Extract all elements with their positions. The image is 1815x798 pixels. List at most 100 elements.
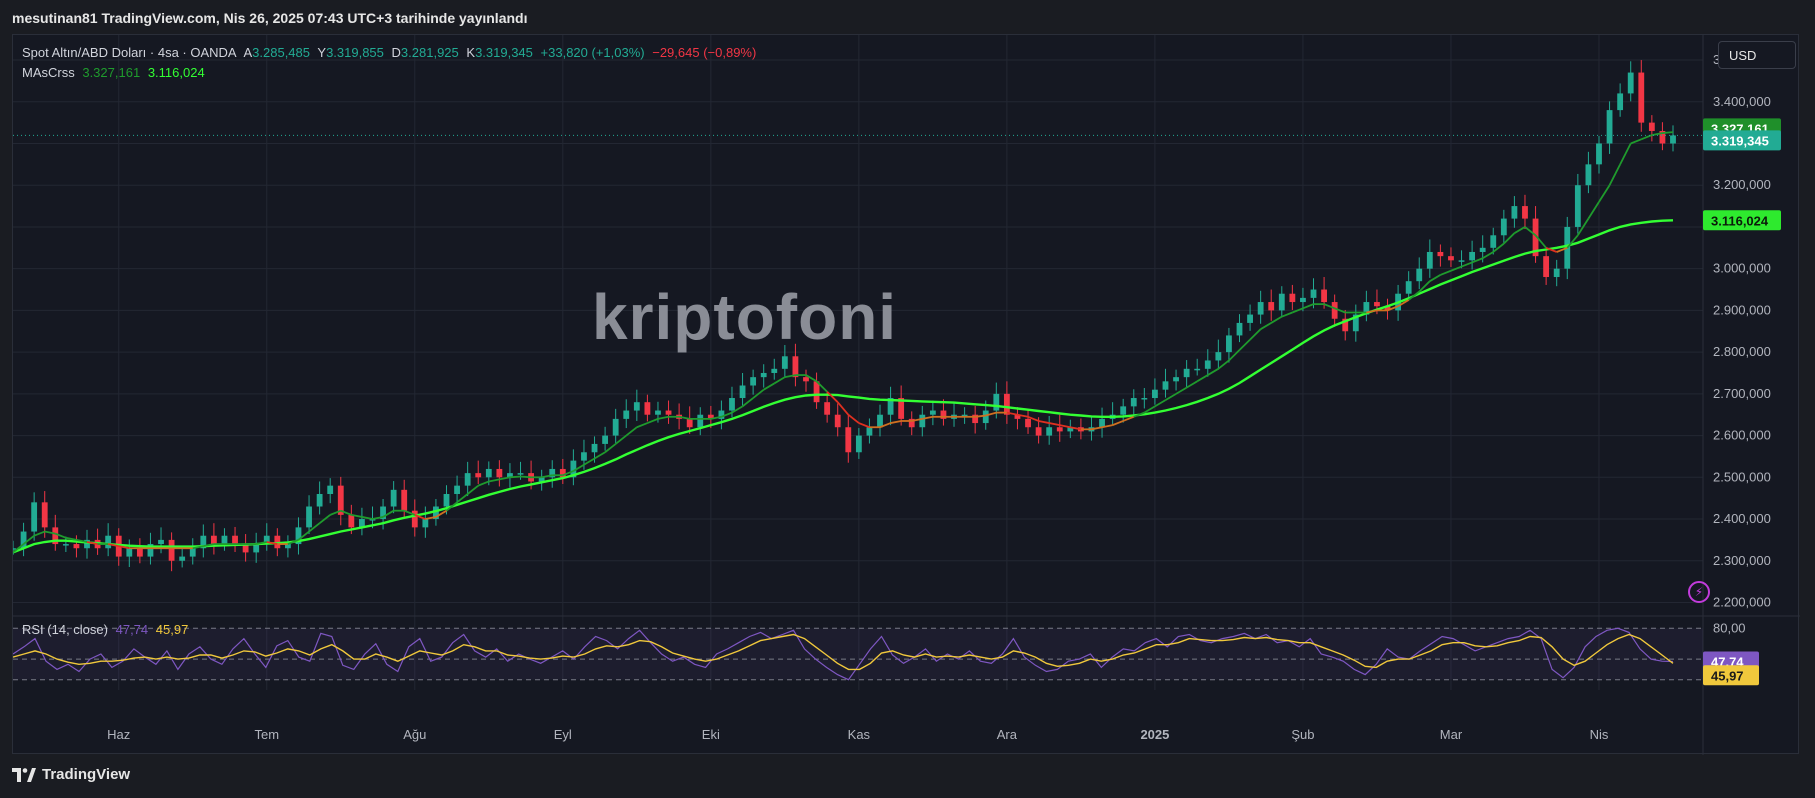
- symbol-name[interactable]: Spot Altın/ABD Doları · 4sa · OANDA: [22, 45, 237, 60]
- change-negative: −29,645 (−0,89%): [652, 45, 757, 60]
- chart-frame[interactable]: 2.200,000 2.300,000 2.400,000 2.500,000 2.60…: [12, 34, 1800, 755]
- rsi-upper-label: 80,00: [1713, 620, 1746, 635]
- candle-body: [380, 506, 386, 520]
- candle-body: [52, 527, 59, 545]
- ma-fast-segment: [1049, 422, 1060, 427]
- ma-fast-segment: [414, 514, 426, 520]
- ma-fast-segment: [1165, 393, 1177, 401]
- candle-body: [1152, 389, 1158, 399]
- ma-fast-segment: [721, 411, 733, 418]
- ma-fast-segment: [1556, 246, 1568, 253]
- candle-body: [855, 435, 862, 453]
- x-tick-label: Mar: [1440, 727, 1463, 742]
- ma-fast-segment: [1619, 143, 1632, 165]
- candle-body: [454, 485, 460, 494]
- close-price-tag-bg: [1703, 130, 1781, 151]
- candle-body: [549, 468, 556, 478]
- candle-body: [866, 427, 873, 436]
- candle-body: [348, 514, 355, 528]
- ma-fast-segment: [351, 513, 363, 518]
- candle-body: [62, 544, 69, 546]
- candle-body: [84, 539, 90, 549]
- candle-body: [263, 535, 270, 545]
- ma-fast-segment: [1143, 405, 1156, 414]
- candle-body: [824, 402, 831, 415]
- candle-body: [1522, 206, 1528, 219]
- publication-info: mesutinan81 TradingView.com, Nis 26, 202…: [12, 10, 528, 26]
- candle-body: [1003, 393, 1010, 415]
- footer-logo[interactable]: TradingView: [12, 766, 130, 783]
- ma-fast-segment: [1408, 290, 1420, 301]
- candle-body: [707, 414, 714, 419]
- ma-fast-segment: [1640, 134, 1653, 141]
- ma-fast-segment: [256, 541, 267, 545]
- ma-fast-segment: [319, 514, 331, 524]
- candle-body: [1215, 352, 1222, 361]
- candle-body: [591, 443, 598, 453]
- ma-fast-segment: [1662, 131, 1674, 134]
- ma-fast-segment: [1450, 265, 1462, 272]
- rsi-ma-tag: 45,97: [1711, 668, 1744, 683]
- ma-fast-segment: [583, 457, 595, 466]
- y-tick-label: 2.900,000: [1713, 302, 1771, 317]
- close-price-tag: 3.319,345: [1711, 133, 1769, 148]
- candle-body: [1278, 293, 1285, 311]
- indicator-name[interactable]: MAsCrss: [22, 65, 75, 80]
- candle-body: [41, 502, 48, 528]
- candle-body: [1479, 247, 1486, 252]
- ma-fast-segment: [1334, 307, 1346, 314]
- ma-fast-segment: [594, 451, 606, 460]
- candle-body: [538, 477, 545, 482]
- candle-body: [1374, 302, 1380, 307]
- ma-fast-segment: [425, 516, 437, 520]
- ma-fast-segment: [1492, 242, 1505, 253]
- ma-fast-segment: [203, 543, 215, 548]
- ma-fast-segment: [541, 474, 553, 479]
- x-tick-label: 2025: [1140, 727, 1169, 742]
- currency-button[interactable]: USD: [1718, 41, 1796, 69]
- high-label: Y: [317, 45, 327, 60]
- rsi-name[interactable]: RSI (14, close): [22, 622, 108, 637]
- ma-fast-segment: [1302, 303, 1314, 310]
- ma-fast-segment: [1440, 269, 1452, 276]
- candle-body: [1056, 427, 1063, 432]
- candle-body: [1532, 218, 1539, 257]
- candle-body: [1659, 130, 1666, 144]
- candle-body: [1035, 427, 1042, 436]
- y-tick-label: 2.300,000: [1713, 553, 1771, 568]
- ma-fast-segment: [985, 411, 997, 417]
- candle-body: [887, 398, 894, 415]
- price-chart[interactable]: 2.200,000 2.300,000 2.400,000 2.500,000 2.60…: [13, 35, 1800, 755]
- candle-body: [602, 435, 609, 444]
- x-tick-label: Haz: [107, 727, 130, 742]
- candle-body: [1099, 418, 1105, 428]
- candle-body: [411, 510, 418, 528]
- ma-fast-segment: [403, 509, 416, 516]
- ma-fast-segment: [1249, 328, 1262, 341]
- ma-fast-segment: [847, 414, 860, 424]
- bolt-icon[interactable]: ⚡: [1688, 581, 1710, 603]
- candle-body: [443, 493, 450, 507]
- candle-body: [1490, 235, 1497, 248]
- candle-body: [1247, 314, 1253, 323]
- candle-body: [982, 410, 989, 424]
- ma-fast-segment: [647, 418, 659, 424]
- candle-body: [1183, 368, 1190, 378]
- candle-body: [1046, 427, 1053, 436]
- y-tick-label: 2.200,000: [1713, 594, 1771, 609]
- candle-body: [1638, 72, 1645, 123]
- ma-fast-segment: [975, 414, 986, 418]
- candle-body: [337, 485, 344, 515]
- candle-body: [961, 414, 968, 417]
- candle-body: [729, 398, 735, 411]
- candle-body: [570, 460, 577, 478]
- rsi-value: 47,74: [115, 622, 149, 637]
- candle-body: [1204, 360, 1211, 369]
- ma-fast-segment: [911, 418, 923, 422]
- ma-fast-segment: [752, 388, 765, 399]
- ma-fast-segment: [361, 516, 373, 520]
- watermark: kriptofoni: [592, 281, 898, 353]
- ma-slow-price-tag-bg: [1703, 210, 1781, 231]
- candle-body: [993, 393, 1000, 411]
- ma-fast-segment: [562, 470, 574, 477]
